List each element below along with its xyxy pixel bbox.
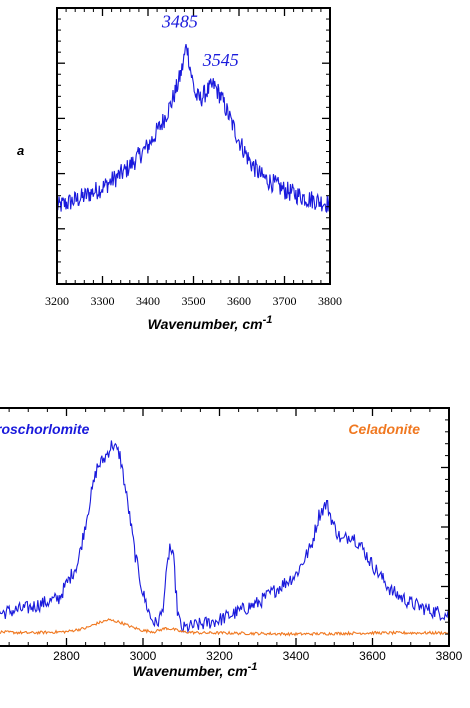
- chart-a-peak-label: 3545: [202, 50, 239, 70]
- chart-a-x-tick-label: 3500: [182, 294, 206, 308]
- chart-b: 2800 3000 3200 3400 3600 3800 roschorlomite Ce…: [0, 407, 463, 679]
- chart-b-x-tick-label: 3600: [359, 649, 386, 663]
- chart-a-xlabel: Wavenumber, cm-1: [148, 314, 273, 332]
- chart-a-xlabel-sup: -1: [263, 314, 273, 326]
- chart-b-x-tick-label: 2800: [53, 649, 80, 663]
- chart-b-x-tick-label: 3200: [206, 649, 233, 663]
- chart-b-x-tick-label: 3800: [436, 649, 463, 663]
- chart-a-frame: [56, 7, 331, 285]
- chart-b-legend-label: roschorlomite: [0, 421, 90, 437]
- chart-b-series-layer: [0, 440, 450, 637]
- chart-b-xlabel-sup: -1: [248, 661, 258, 673]
- series-line-0: [0, 440, 450, 634]
- chart-a-x-tick-label: 3200: [45, 294, 69, 308]
- chart-b-frame: [0, 407, 450, 647]
- chart-a-series-layer: [56, 43, 331, 214]
- chart-b-x-tick-label: 3400: [283, 649, 310, 663]
- chart-b-x-tick-label: 3000: [130, 649, 157, 663]
- chart-a-x-tick-label: 3700: [273, 294, 297, 308]
- chart-b-legend: roschorlomite Celadonite: [0, 421, 420, 437]
- chart-a-xlabel-text: Wavenumber, cm: [148, 316, 263, 332]
- chart-a-tick-labels: 3200 3300 3400 3500 3600 3700 3800: [45, 294, 342, 308]
- chart-b-tick-marks: [8, 407, 450, 647]
- chart-b-tick-labels: 2800 3000 3200 3400 3600 3800: [53, 649, 463, 663]
- chart-a-x-tick-label: 3400: [136, 294, 160, 308]
- chart-a-x-tick-label: 3800: [318, 294, 342, 308]
- chart-a-x-tick-label: 3600: [227, 294, 251, 308]
- series-line-0: [56, 43, 331, 214]
- chart-b-legend-label: Celadonite: [348, 421, 420, 437]
- chart-b-xlabel-text: Wavenumber, cm: [133, 663, 248, 679]
- chart-a-panel-label: a: [17, 143, 24, 158]
- series-line-1: [0, 618, 450, 637]
- chart-a-peak-label: 3485: [161, 11, 198, 31]
- chart-a-tick-marks: [56, 7, 331, 285]
- chart-a-x-tick-label: 3300: [91, 294, 115, 308]
- chart-b-xlabel: Wavenumber, cm-1: [133, 661, 258, 679]
